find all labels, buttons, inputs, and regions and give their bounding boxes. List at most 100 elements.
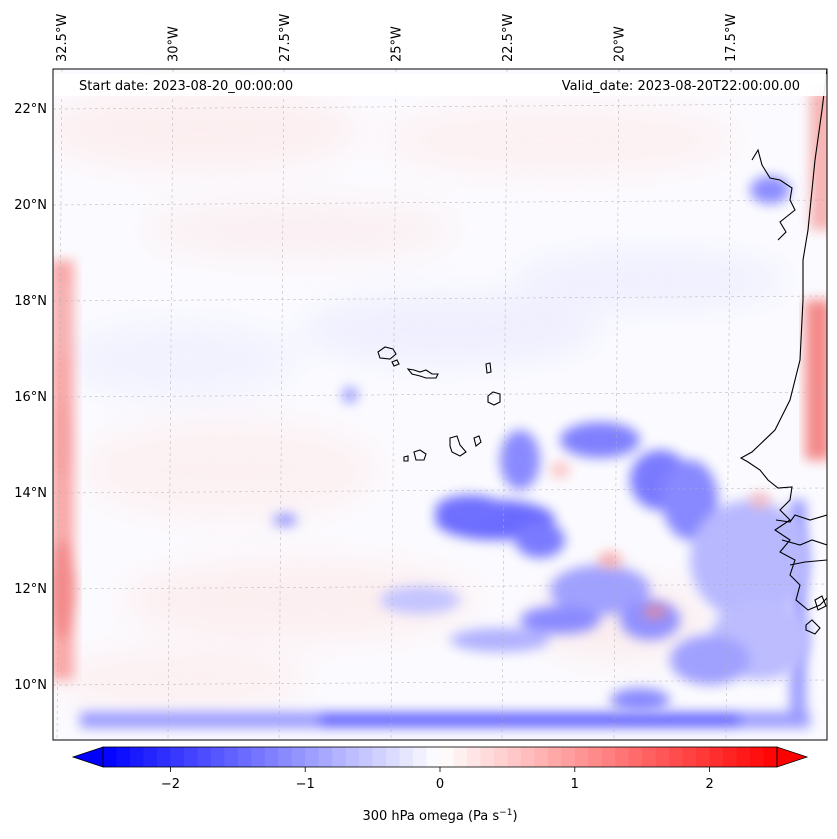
maio-island — [473, 435, 482, 447]
colorbar-bin — [669, 747, 684, 767]
colorbar-tick-labels: −2 −1 0 1 2 — [161, 767, 714, 792]
colorbar-tick-label: −2 — [161, 777, 180, 792]
lat-tick-label: 16°N — [14, 390, 47, 405]
lon-tick-label: 30°W — [167, 26, 182, 62]
colorbar-tick-label: 1 — [571, 777, 579, 792]
colorbar-bin — [547, 747, 562, 767]
lat-tick-label: 12°N — [14, 582, 47, 597]
colorbar-bin — [224, 747, 239, 767]
omega-field — [53, 90, 827, 728]
colorbar-bin — [291, 747, 306, 767]
colorbar-bin — [628, 747, 643, 767]
colorbar-bin — [750, 747, 765, 767]
colorbar-bin — [534, 747, 549, 767]
colorbar-bin — [251, 747, 266, 767]
map-frame — [52, 68, 828, 741]
colorbar-bin — [601, 747, 616, 767]
colorbar-tick-label: −1 — [296, 777, 315, 792]
fogo-island — [413, 449, 427, 461]
colorbar-bin — [103, 747, 118, 767]
colorbar-bin — [197, 747, 212, 767]
lon-tick-label: 20°W — [613, 26, 628, 62]
colorbar-bin — [386, 747, 401, 767]
colorbar-bin — [763, 747, 778, 767]
colorbar-bin — [453, 747, 468, 767]
colorbar-bin — [574, 747, 589, 767]
colorbar-bin — [561, 747, 576, 767]
colorbar-bin — [642, 747, 657, 767]
lat-tick-label: 14°N — [14, 486, 47, 501]
lon-tick-label: 32.5°W — [55, 14, 70, 62]
africa-coastline — [739, 69, 827, 611]
colorbar-label: 300 hPa omega (Pa s−1) — [362, 808, 517, 824]
colorbar-bin — [372, 747, 387, 767]
colorbar-bin — [170, 747, 185, 767]
colorbar-bin — [615, 747, 630, 767]
colorbar-bin — [507, 747, 522, 767]
lon-tick-label: 22.5°W — [501, 14, 516, 62]
colorbar-bin — [305, 747, 320, 767]
colorbar-bin — [116, 747, 131, 767]
santo-antao-island — [377, 346, 397, 360]
colorbar-bin — [183, 747, 198, 767]
colorbar-bin — [426, 747, 441, 767]
colorbar-bin — [129, 747, 145, 767]
lat-tick-label: 18°N — [14, 294, 47, 309]
longitude-tick-labels: 32.5°W 30°W 27.5°W 25°W 22.5°W 20°W 17.5°W — [55, 14, 739, 62]
colorbar-tick-label: 2 — [705, 777, 713, 792]
colorbar-bin — [237, 747, 252, 767]
lat-tick-label: 22°N — [14, 102, 47, 117]
sao-vicente-island — [391, 359, 400, 367]
coastlines — [739, 69, 827, 635]
colorbar-bin — [345, 747, 360, 767]
gridlines — [53, 69, 827, 740]
colorbar: −2 −1 0 1 2 300 hPa omega (Pa s−1) — [71, 746, 809, 824]
colorbar-bin — [588, 747, 603, 767]
santiago-island — [449, 435, 467, 457]
valid-date-label: Valid_date: 2023-08-20T22:00:00.00 — [562, 79, 800, 94]
lon-tick-label: 25°W — [390, 26, 405, 62]
colorbar-label-main: 300 hPa omega (Pa s — [362, 809, 499, 824]
colorbar-bin — [493, 747, 508, 767]
brava-island — [403, 455, 409, 462]
africa-northern-coast — [751, 148, 796, 241]
sal-island — [485, 362, 492, 374]
colorbar-bin — [520, 747, 535, 767]
start-date-label: Start date: 2023-08-20_00:00:00 — [79, 79, 293, 94]
lat-tick-label: 10°N — [14, 678, 47, 693]
colorbar-tick-label: 0 — [436, 777, 444, 792]
colorbar-bin — [399, 747, 414, 767]
date-strip — [53, 74, 827, 96]
colorbar-bin — [156, 747, 171, 767]
colorbar-bin — [682, 747, 697, 767]
colorbar-bin — [723, 747, 738, 767]
sao-nicolau-island — [406, 368, 439, 379]
colorbar-bin — [413, 747, 428, 767]
colorbar-label-exponent: −1 — [499, 808, 512, 818]
lat-tick-label: 20°N — [14, 198, 47, 213]
colorbar-bin — [318, 747, 333, 767]
map-area: Start date: 2023-08-20_00:00:00 Valid_da… — [52, 68, 828, 741]
colorbar-bin — [440, 747, 455, 767]
lon-tick-label: 27.5°W — [278, 14, 293, 62]
colorbar-bin — [278, 747, 293, 767]
colorbar-label-close: ) — [512, 809, 517, 824]
colorbar-bin — [264, 747, 279, 767]
colorbar-max-extend — [776, 746, 809, 768]
colorbar-bin — [359, 747, 374, 767]
latitude-tick-labels: 22°N 20°N 18°N 16°N 14°N 12°N 10°N — [14, 102, 47, 693]
colorbar-bin — [143, 747, 158, 767]
colorbar-min-extend — [71, 746, 104, 768]
colorbar-bin — [736, 747, 751, 767]
colorbar-bins — [103, 747, 778, 767]
colorbar-bin — [696, 747, 711, 767]
colorbar-bin — [655, 747, 670, 767]
colorbar-bin — [332, 747, 347, 767]
colorbar-bin — [709, 747, 724, 767]
cape-verde-islands — [377, 346, 501, 462]
colorbar-bin — [480, 747, 495, 767]
boa-vista-island — [487, 391, 501, 406]
colorbar-bin — [466, 747, 482, 767]
colorbar-bin — [210, 747, 225, 767]
